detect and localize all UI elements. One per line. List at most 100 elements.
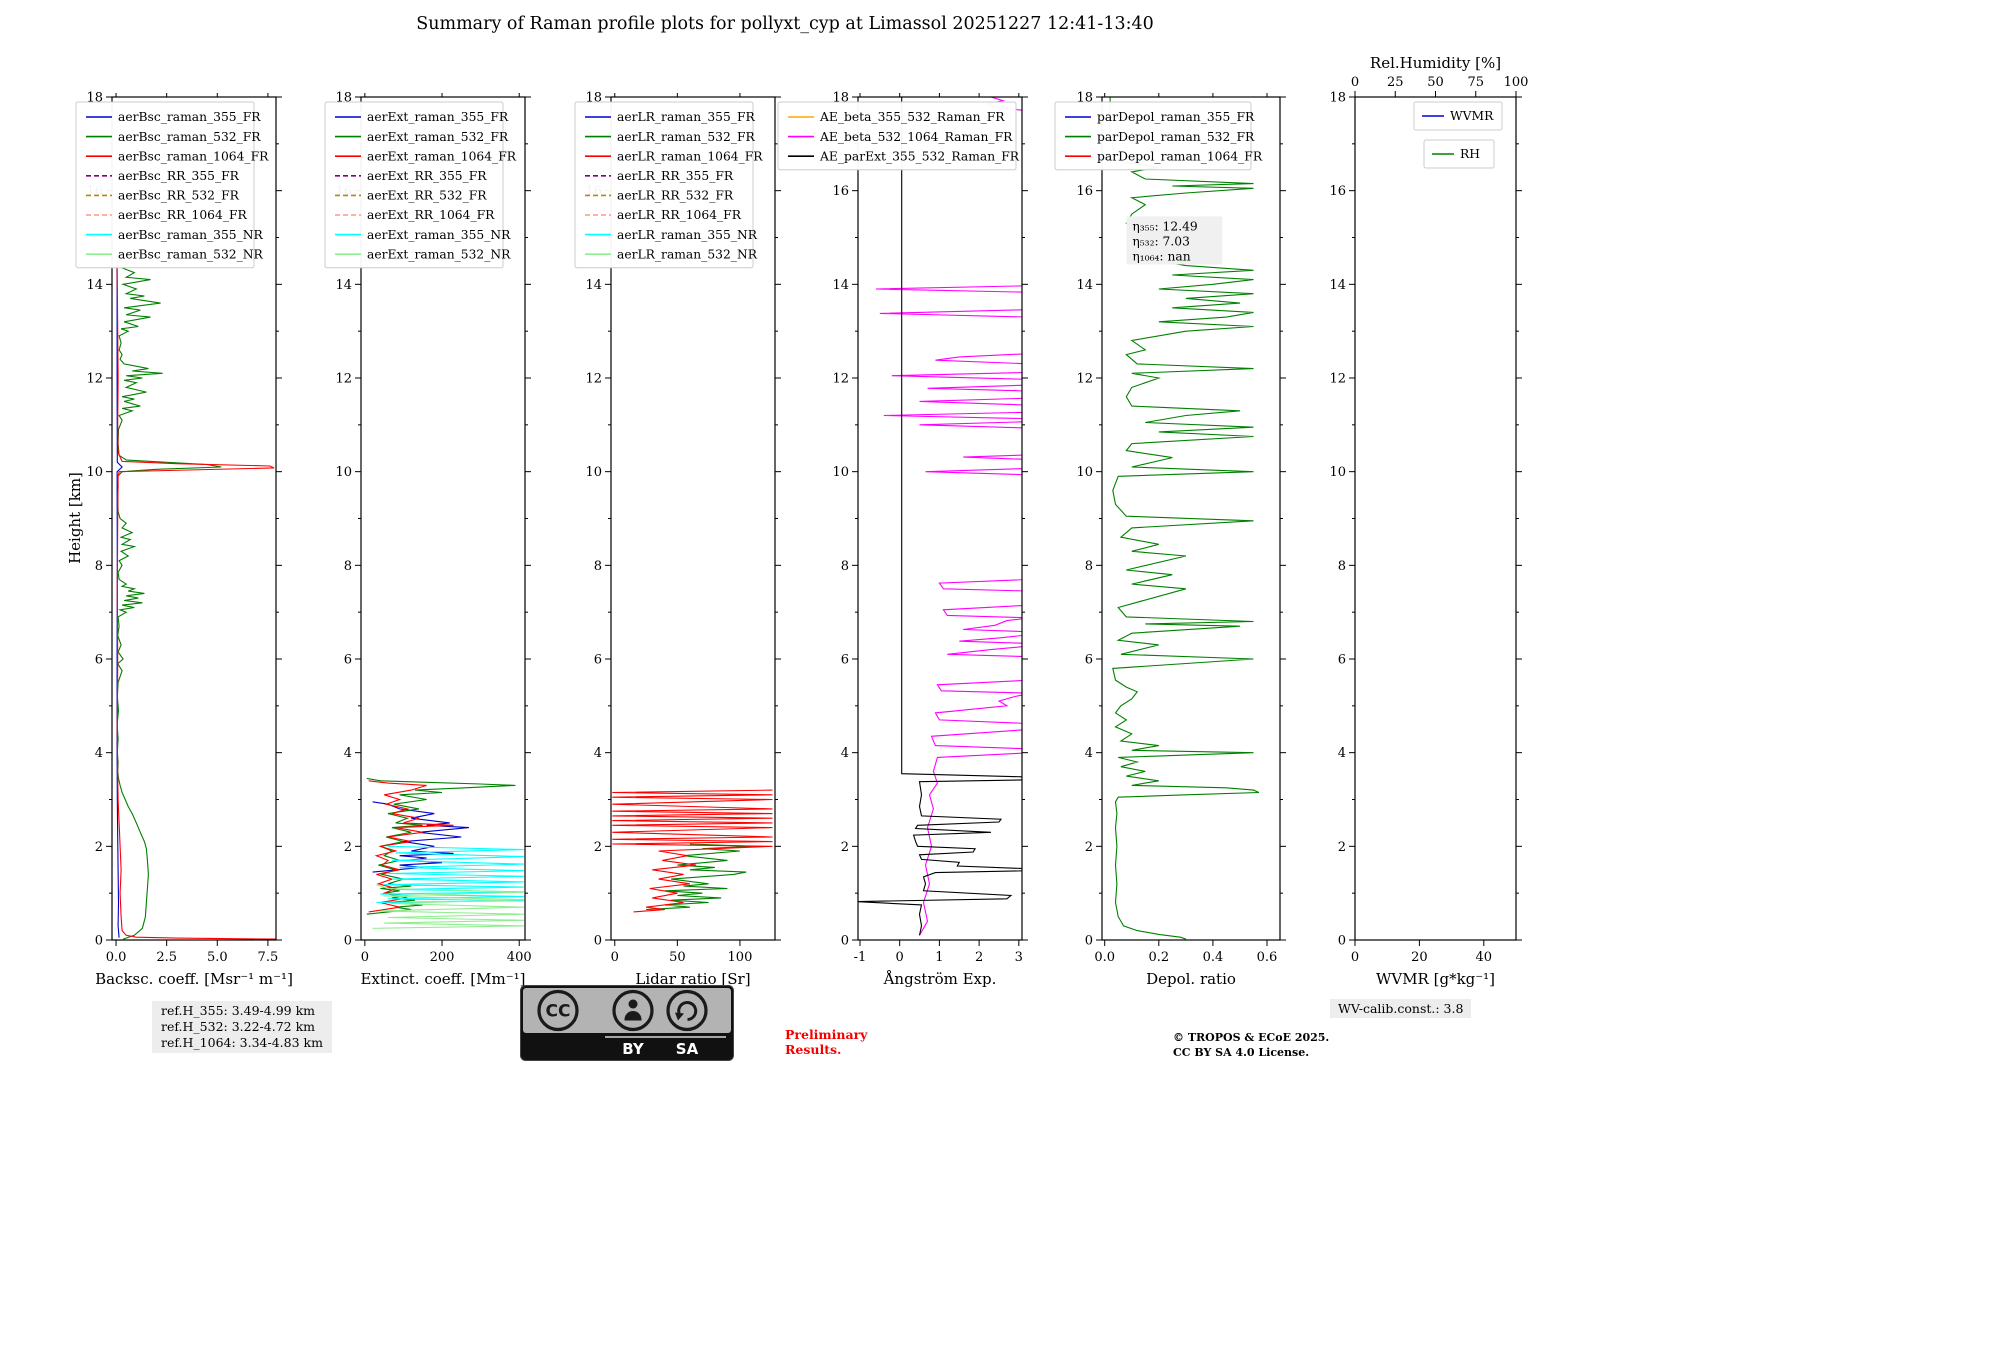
legend-label: parDepol_raman_355_FR xyxy=(1097,110,1255,124)
axis-tick-label: 6 xyxy=(344,653,352,668)
axis-tick-label: 12 xyxy=(1076,372,1093,387)
axis-tick-label: 50 xyxy=(669,950,686,965)
legend-label: aerLR_RR_1064_FR xyxy=(617,208,742,222)
ref-height-532: ref.H_532: 3.22-4.72 km xyxy=(161,1019,316,1034)
legend-label: parDepol_raman_532_FR xyxy=(1097,130,1255,144)
axis-tick-label: 100 xyxy=(1504,75,1529,90)
axis-tick-label: 0 xyxy=(361,950,369,965)
eta-annotation-box xyxy=(1126,216,1223,265)
axis-tick-label: 16 xyxy=(1329,184,1346,199)
legend-label: RH xyxy=(1460,147,1480,161)
axis-tick-label: 10 xyxy=(832,465,849,480)
axis-tick-label: 12 xyxy=(1329,372,1346,387)
axis-tick-label: 4 xyxy=(841,746,849,761)
series-AE_beta_532_1064_Raman_FR xyxy=(875,97,1022,936)
plot-area xyxy=(1355,97,1516,940)
eta-annotation-line: η₁₀₆₄: nan xyxy=(1132,249,1190,263)
legend-label: aerExt_raman_355_NR xyxy=(367,228,511,242)
legend-label: WVMR xyxy=(1450,109,1494,123)
top-axis-label: Rel.Humidity [%] xyxy=(1370,54,1501,72)
axis-tick-label: 14 xyxy=(335,278,352,293)
axis-tick-label: 20 xyxy=(1411,950,1428,965)
legend-label: AE_parExt_355_532_Raman_FR xyxy=(819,149,1020,163)
axis-tick-label: 2 xyxy=(95,840,103,855)
ref-height-355: ref.H_355: 3.49-4.99 km xyxy=(161,1003,316,1018)
axis-tick-label: 2 xyxy=(344,840,352,855)
cc-license-badge: CC BY SA xyxy=(520,985,734,1061)
axis-tick-label: 200 xyxy=(430,950,455,965)
plot-frame xyxy=(1354,96,1517,941)
legend-label: AE_beta_355_532_Raman_FR xyxy=(819,110,1005,124)
legend-label: aerBsc_raman_355_NR xyxy=(118,228,264,242)
legend-label: aerExt_RR_355_FR xyxy=(367,169,487,183)
legend-box xyxy=(1054,101,1252,171)
axis-tick-label: 0 xyxy=(1351,950,1359,965)
axis-tick-label: 6 xyxy=(1085,653,1093,668)
legend-box xyxy=(574,101,754,269)
axis-tick-label: 0.0 xyxy=(1094,950,1115,965)
eta-annotation-line: η₃₅₅: 12.49 xyxy=(1132,219,1197,233)
series-aerBsc_raman_355_FR xyxy=(116,260,123,938)
legend-label: aerLR_raman_1064_FR xyxy=(617,149,763,163)
cc-by-label: BY xyxy=(622,1040,645,1058)
legend-box xyxy=(777,101,1017,171)
legend-label: aerLR_raman_355_NR xyxy=(617,228,758,242)
axis-tick-label: 400 xyxy=(507,950,532,965)
plot-frame xyxy=(111,96,277,941)
axis-tick-label: 14 xyxy=(86,278,103,293)
axis-tick-label: 16 xyxy=(1076,184,1093,199)
axis-tick-label: 14 xyxy=(1076,278,1093,293)
legend-label: parDepol_raman_1064_FR xyxy=(1097,149,1263,163)
axis-tick-label: 2.5 xyxy=(156,950,177,965)
legend-box xyxy=(324,101,504,269)
axis-tick-label: 12 xyxy=(335,372,352,387)
wv-calib-box: WV-calib.const.: 3.8 xyxy=(1330,999,1472,1018)
legend-label: aerLR_RR_355_FR xyxy=(617,169,734,183)
legend-label: aerLR_raman_532_FR xyxy=(617,130,755,144)
axis-tick-label: 0 xyxy=(841,934,849,949)
axis-tick-label: 2 xyxy=(594,840,602,855)
axis-tick-label: 10 xyxy=(585,465,602,480)
series-aerExt_raman_1064_FR xyxy=(368,780,454,913)
axis-tick-label: 40 xyxy=(1476,950,1493,965)
copyright-note: © TROPOS & ECoE 2025. CC BY SA 4.0 Licen… xyxy=(1173,1031,1329,1061)
preliminary-note: Preliminary Results. xyxy=(785,1027,867,1057)
axis-tick-label: 10 xyxy=(1076,465,1093,480)
copyright-line2: CC BY SA 4.0 License. xyxy=(1173,1045,1310,1059)
axis-tick-label: 1 xyxy=(935,950,943,965)
axis-tick-label: 4 xyxy=(594,746,602,761)
x-axis-label: WVMR [g*kg⁻¹] xyxy=(1376,970,1495,988)
axis-tick-label: 0.6 xyxy=(1257,950,1278,965)
axis-tick-label: 0 xyxy=(95,934,103,949)
axis-tick-label: 8 xyxy=(594,559,602,574)
axis-tick-label: 8 xyxy=(841,559,849,574)
axis-tick-label: -1 xyxy=(854,950,867,965)
legend-label: aerBsc_RR_532_FR xyxy=(118,189,240,203)
plot-frame xyxy=(360,96,526,941)
person-icon xyxy=(612,989,654,1032)
axis-tick-label: 6 xyxy=(95,653,103,668)
legend-label: aerBsc_RR_1064_FR xyxy=(118,208,248,222)
legend-label: aerBsc_raman_355_FR xyxy=(118,110,261,124)
legend-label: aerLR_raman_532_NR xyxy=(617,247,758,261)
legend-label: aerExt_raman_1064_FR xyxy=(367,149,517,163)
axis-tick-label: 10 xyxy=(335,465,352,480)
series-aerExt_raman_355_NR xyxy=(376,845,524,904)
axis-tick-label: 5.0 xyxy=(207,950,228,965)
axis-tick-label: 0.2 xyxy=(1148,950,1169,965)
plot-frame xyxy=(857,96,1023,941)
axis-tick-label: 8 xyxy=(344,559,352,574)
axis-tick-label: 0 xyxy=(611,950,619,965)
eta-annotation-line: η₅₃₂: 7.03 xyxy=(1132,234,1190,248)
axis-tick-label: 16 xyxy=(832,184,849,199)
legend-box xyxy=(1413,101,1503,131)
legend-label: aerExt_raman_355_FR xyxy=(367,110,509,124)
axis-tick-label: 12 xyxy=(585,372,602,387)
axis-tick-label: 0 xyxy=(1351,75,1359,90)
panel-lidar-ratio: 024681012141618050100Lidar ratio [Sr]aer… xyxy=(574,91,781,988)
axis-tick-label: 4 xyxy=(1085,746,1093,761)
x-axis-label: Ångström Exp. xyxy=(883,970,997,988)
